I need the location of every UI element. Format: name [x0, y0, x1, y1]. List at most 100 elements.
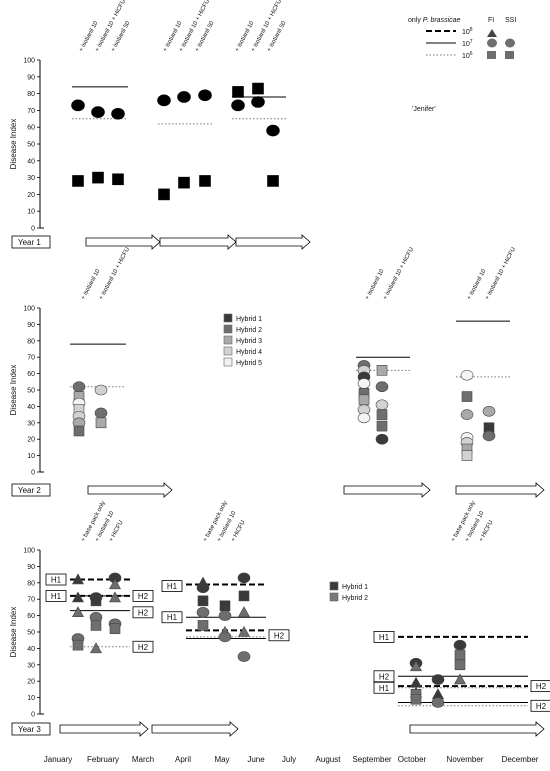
data-point-circle [218, 631, 232, 643]
month-label: August [316, 755, 342, 764]
legend-entry-label: Hybrid 5 [236, 360, 262, 367]
data-point-triangle [237, 625, 251, 637]
y-tick-label: 20 [27, 679, 35, 686]
y-tick-label: 10 [27, 695, 35, 702]
hybrid-box-text: H2 [274, 631, 285, 640]
legend-entry-label: Hybrid 1 [342, 584, 368, 591]
data-point-circle [91, 106, 105, 118]
month-label: December [502, 755, 539, 764]
treatment-label: + isotianil 10 + HiCFU [98, 247, 131, 301]
hybrid-box-label: H1 [161, 611, 183, 624]
legend-inoculum: only P. brassicae FI SSI 108 107 106 [408, 17, 516, 60]
data-point-circle [157, 94, 171, 107]
data-point-square [252, 82, 264, 95]
legend-circle-ssi [505, 38, 515, 48]
y-axis-label: Disease Index [9, 607, 18, 658]
data-point-circle [460, 409, 474, 420]
hybrid-box [132, 606, 154, 619]
legend-title: only P. brassicae [408, 17, 461, 24]
data-point-triangle [108, 578, 122, 590]
data-point-square [238, 590, 250, 602]
y-tick-label: 70 [27, 355, 35, 362]
hybrid-box-label: H2 [530, 699, 550, 712]
hybrid-box-label: H1 [45, 573, 67, 586]
data-point-square [358, 394, 370, 406]
month-label: September [352, 755, 391, 764]
legend-entry-label: Hybrid 3 [236, 338, 262, 345]
legend-swatch [223, 335, 233, 345]
data-point-circle [453, 639, 467, 651]
legend-square-fi [487, 51, 496, 59]
hybrid-box-text: H2 [138, 592, 149, 601]
hybrid-box-label: H2 [373, 670, 395, 683]
y-tick-label: 60 [27, 125, 35, 132]
legend-entry-label: Hybrid 2 [236, 327, 262, 334]
y-tick-label: 40 [27, 646, 35, 653]
data-point-square [178, 176, 190, 189]
y-tick-label: 80 [27, 338, 35, 345]
data-point-square [454, 659, 466, 671]
month-label: May [214, 755, 229, 764]
y-tick-label: 100 [23, 58, 35, 65]
data-point-square [197, 620, 209, 631]
y-tick-label: 60 [27, 371, 35, 378]
data-point-square [461, 391, 473, 402]
treatment-label: + HiCFU [230, 520, 246, 543]
data-point-circle [111, 107, 125, 120]
hybrid-box-text: H1 [379, 684, 390, 693]
legend-swatch [329, 592, 339, 602]
month-label: February [87, 755, 119, 764]
year-label: Year 3 [18, 725, 41, 734]
season-arrow [87, 482, 173, 498]
month-axis: January February March April May June July Augu… [44, 755, 539, 764]
y-tick-label: 30 [27, 420, 35, 427]
data-point-square [461, 450, 473, 461]
year-label: Year 2 [18, 486, 41, 495]
season-arrow [235, 234, 311, 250]
legend-triangle [487, 29, 497, 37]
hybrid-box-label: H1 [45, 590, 67, 602]
data-point-square [219, 600, 231, 612]
hybrid-box-label: H2 [132, 590, 154, 602]
year-box [11, 483, 51, 497]
y-tick-label: 80 [27, 91, 35, 98]
legend-entry-label: Hybrid 1 [236, 316, 262, 323]
hybrid-box [45, 573, 67, 586]
hybrid-box [530, 699, 550, 712]
legend-hybrids: Hybrid 1 Hybrid 2 [329, 581, 368, 602]
month-label: June [247, 755, 265, 764]
legend-hybrids: Hybrid 1 Hybrid 2 Hybrid 3 Hybrid 4 Hybrid 5 [223, 313, 262, 367]
y-tick-label: 0 [31, 712, 35, 719]
data-point-square [376, 420, 388, 432]
hybrid-box [373, 681, 395, 694]
data-point-circle [177, 91, 191, 103]
hybrid-box [132, 640, 154, 653]
legend-square-ssi [505, 51, 514, 59]
season-arrow [409, 721, 545, 737]
data-point-triangle [409, 660, 423, 672]
data-point-triangle [409, 676, 423, 688]
hybrid-box [161, 611, 183, 624]
data-point-circle [218, 610, 232, 621]
data-point-square [158, 188, 170, 201]
data-point-square [72, 639, 84, 651]
data-point-circle [237, 572, 251, 584]
data-point-circle [375, 399, 389, 411]
hybrid-box [530, 680, 550, 693]
y-tick-label: 70 [27, 597, 35, 604]
y-tick-label: 60 [27, 613, 35, 620]
treatment-label: + isotianil 10 + HiCFU [484, 247, 517, 301]
data-point-square [95, 417, 107, 429]
legend-row-label: 107 [462, 39, 473, 48]
data-point-square [92, 171, 104, 184]
data-point-circle [482, 406, 496, 417]
data-point-circle [431, 697, 445, 708]
data-point-circle [71, 99, 85, 112]
cultivar-label: 'Jenifer' [412, 106, 436, 113]
y-tick-label: 90 [27, 322, 35, 329]
hybrid-box [373, 631, 395, 643]
season-arrow [85, 234, 161, 250]
data-point-circle [266, 124, 280, 137]
y-axis-label: Disease Index [9, 365, 18, 416]
